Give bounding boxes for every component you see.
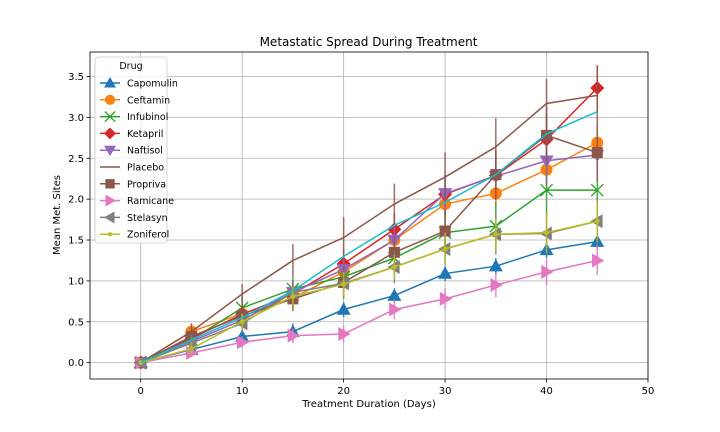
legend-swatch-marker <box>105 179 115 189</box>
series-placebo <box>140 66 599 364</box>
data-point <box>541 264 554 279</box>
data-point <box>290 293 296 299</box>
legend: Drug Capomulin Ceftamin Infubinol Ketapril Na… <box>94 56 178 244</box>
series-line <box>140 110 598 364</box>
series-line <box>140 154 598 364</box>
legend-swatch-marker <box>104 211 115 224</box>
legend-swatch-marker <box>107 232 113 237</box>
series-ramicane <box>135 245 605 370</box>
legend-label: Propriva <box>127 179 166 190</box>
y-axis-label: Mean Met. Sites <box>52 175 63 255</box>
legend-swatch-marker <box>104 111 116 123</box>
data-point <box>591 147 603 159</box>
x-tick-label: 10 <box>236 386 249 397</box>
series-line <box>140 142 598 364</box>
series-line <box>140 240 598 364</box>
y-tick-label: 2.5 <box>68 154 84 165</box>
series-ketapril <box>133 65 605 370</box>
legend-item-propriva: Propriva <box>100 179 166 190</box>
x-tick-label: 40 <box>540 386 553 397</box>
data-point <box>439 225 451 237</box>
legend-label: Stelasyn <box>127 213 168 224</box>
y-tick-label: 0.0 <box>68 358 84 369</box>
chart-title: Metastatic Spread During Treatment <box>260 35 478 49</box>
y-tick-label: 3.5 <box>68 72 84 83</box>
x-tick-label: 30 <box>439 386 452 397</box>
data-point <box>493 231 499 237</box>
legend-swatch-marker <box>104 127 116 140</box>
legend-label: Ketapril <box>127 129 163 140</box>
data-point <box>442 246 448 252</box>
series-propriva <box>135 106 603 369</box>
series-unnamed <box>140 110 598 364</box>
y-tick-label: 1.5 <box>68 236 84 247</box>
data-point <box>239 319 245 325</box>
data-point <box>590 183 604 197</box>
legend-item-stelasyn: Stelasyn <box>100 211 168 224</box>
data-point <box>336 302 351 315</box>
y-tick-label: 0.5 <box>68 317 84 328</box>
legend-title: Drug <box>119 61 142 72</box>
legend-swatch-marker <box>105 194 116 207</box>
series-line <box>140 220 598 364</box>
axis-ticks: 0 10 20 30 40 50 0.0 0.5 1.0 1.5 2.0 2.5 3.0 3.5 <box>68 72 654 397</box>
x-marker-stroke <box>540 183 554 197</box>
data-point <box>541 129 553 141</box>
legend-item-zoniferol: Zoniferol <box>100 230 169 241</box>
data-point <box>236 335 250 350</box>
x-marker-stroke <box>590 183 604 197</box>
series-line <box>140 94 598 364</box>
x-tick-label: 0 <box>138 386 144 397</box>
series-zoniferol <box>138 200 600 366</box>
data-point <box>387 288 402 301</box>
legend-item-ketapril: Ketapril <box>100 127 163 140</box>
plot-frame <box>89 51 649 380</box>
legend-item-ceftamin: Ceftamin <box>100 94 170 106</box>
y-tick-label: 1.0 <box>68 276 84 287</box>
data-point <box>544 230 550 236</box>
y-tick-label: 3.0 <box>68 113 84 124</box>
legend-swatch-marker <box>104 77 116 88</box>
legend-label: Ceftamin <box>127 95 170 106</box>
legend-label: Ramicane <box>127 196 174 207</box>
legend-item-placebo: Placebo <box>100 163 164 174</box>
x-axis-label: Treatment Duration (Days) <box>301 399 436 410</box>
series-line <box>140 259 598 364</box>
series-capomulin <box>133 233 605 368</box>
data-point <box>341 281 347 287</box>
data-point <box>592 253 605 268</box>
data-point <box>389 302 402 317</box>
data-point <box>488 259 503 272</box>
legend-item-infubinol: Infubinol <box>100 111 168 123</box>
legend-item-naftisol: Naftisol <box>100 146 163 157</box>
data-point <box>338 327 351 342</box>
series-layer <box>133 65 605 370</box>
data-point <box>594 218 600 224</box>
series-line <box>140 220 598 364</box>
legend-swatch-marker <box>104 94 116 105</box>
x-tick-label: 50 <box>642 386 655 397</box>
data-point <box>391 264 397 270</box>
legend-label: Capomulin <box>127 79 178 90</box>
x-tick-label: 20 <box>337 386 350 397</box>
legend-label: Placebo <box>127 163 164 174</box>
legend-label: Zoniferol <box>127 230 169 241</box>
data-point <box>540 183 554 197</box>
legend-swatch-marker <box>104 145 116 157</box>
data-point <box>438 266 453 279</box>
data-point <box>287 328 300 343</box>
data-point <box>188 346 194 352</box>
series-line <box>140 134 598 364</box>
x-marker-stroke <box>104 111 116 123</box>
legend-label: Infubinol <box>127 112 168 123</box>
legend-item-capomulin: Capomulin <box>100 77 178 90</box>
y-tick-label: 2.0 <box>68 195 84 206</box>
data-point <box>490 277 503 292</box>
legend-label: Naftisol <box>127 146 163 157</box>
legend-item-ramicane: Ramicane <box>100 194 174 207</box>
series-stelasyn <box>133 196 603 370</box>
series-infubinol <box>134 157 604 370</box>
data-point <box>439 291 453 306</box>
